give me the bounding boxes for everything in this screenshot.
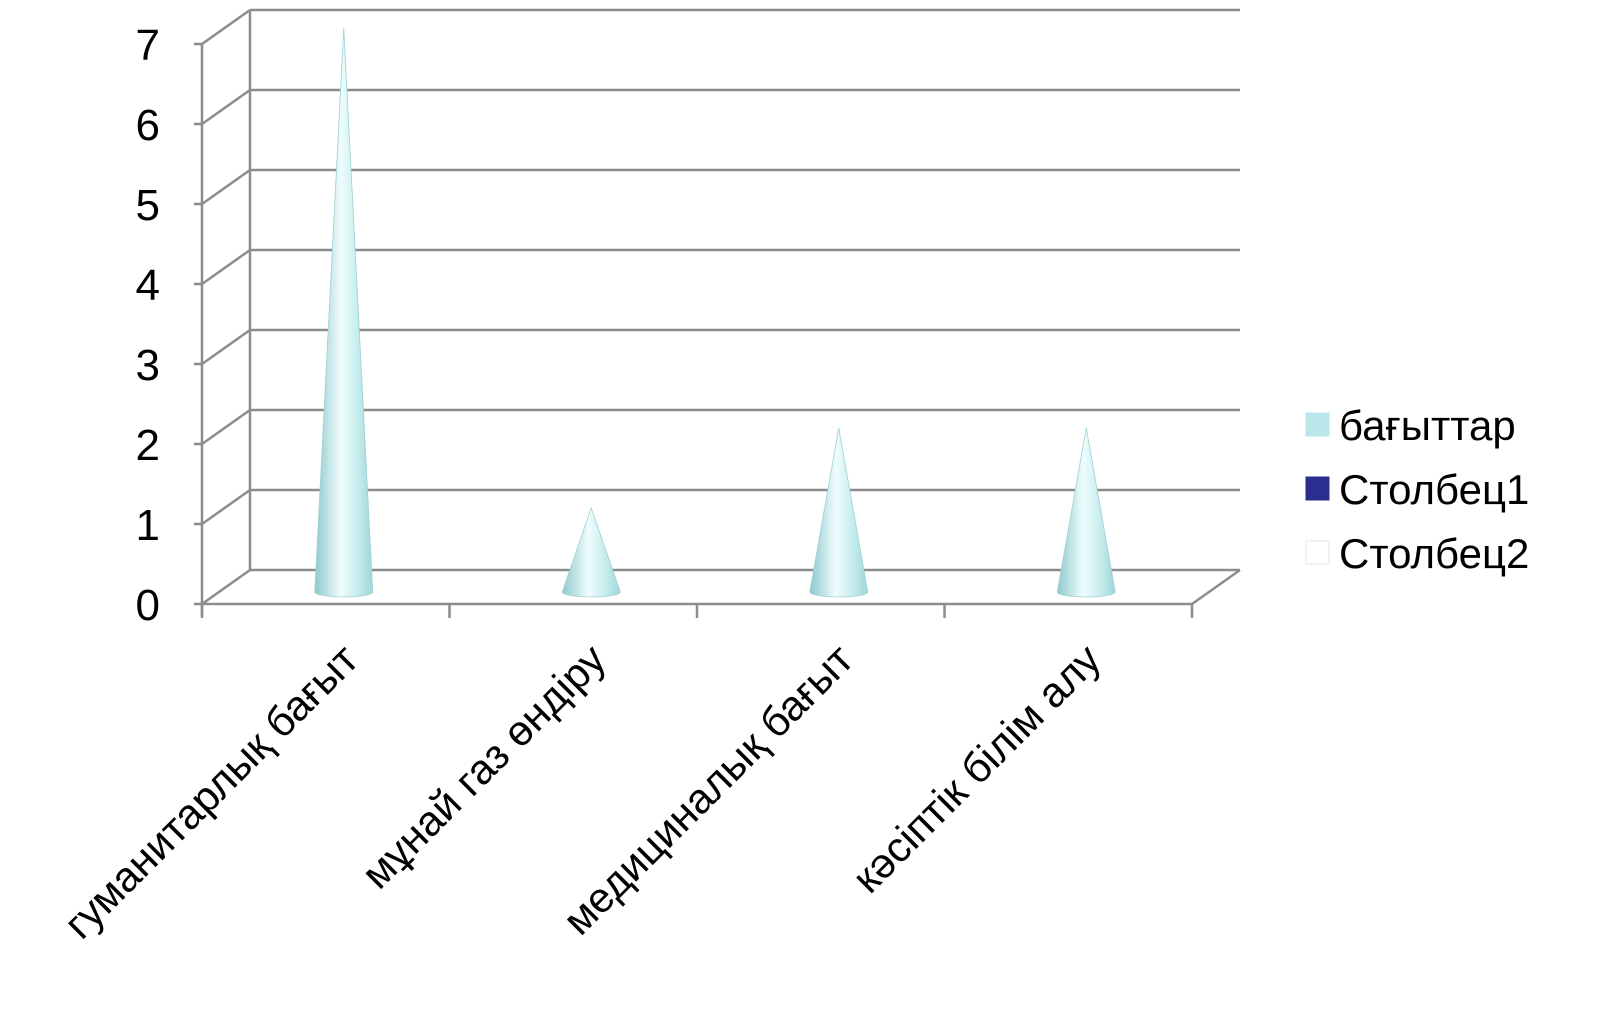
x-category-label: гуманитарлық бағыт [55, 635, 367, 947]
y-tick-label: 3 [136, 341, 160, 390]
y-tick-label: 4 [136, 261, 160, 310]
gridline-side [201, 328, 251, 366]
y-tick-label: 1 [136, 501, 160, 550]
y-tick-label: 2 [136, 421, 160, 470]
gridline-side [201, 408, 251, 446]
y-tick-label: 6 [136, 101, 160, 150]
floor-right-edge [1191, 568, 1241, 606]
gridline-side [201, 568, 251, 606]
y-tick-labels: 0 1 2 3 4 5 6 7 [136, 21, 160, 630]
x-category-label: кәсіптік білім алу [843, 635, 1110, 902]
cone-bar-4 [1056, 427, 1116, 598]
cone-bars [314, 27, 1116, 598]
legend-label: бағыттар [1339, 402, 1516, 449]
gridline-side [201, 168, 251, 206]
cone-bar-2 [561, 506, 621, 598]
legend-label: Столбец1 [1339, 466, 1529, 513]
legend-label: Столбец2 [1339, 530, 1529, 577]
legend-swatch [1305, 412, 1330, 437]
y-tick-label: 0 [136, 581, 160, 630]
legend: бағыттар Столбец1 Столбец2 [1305, 402, 1529, 577]
cone-bar-1 [314, 27, 374, 598]
gridline-side [201, 248, 251, 286]
legend-swatch [1305, 540, 1330, 565]
gridline-side [201, 488, 251, 526]
gridline-side [201, 88, 251, 126]
y-tick-label: 5 [136, 181, 160, 230]
cone-bar-3 [809, 427, 869, 598]
gridline-side [201, 8, 251, 46]
legend-swatch [1305, 476, 1330, 501]
y-tick-label: 7 [136, 21, 160, 70]
x-category-label: мұнай газ өндіру [352, 635, 614, 897]
